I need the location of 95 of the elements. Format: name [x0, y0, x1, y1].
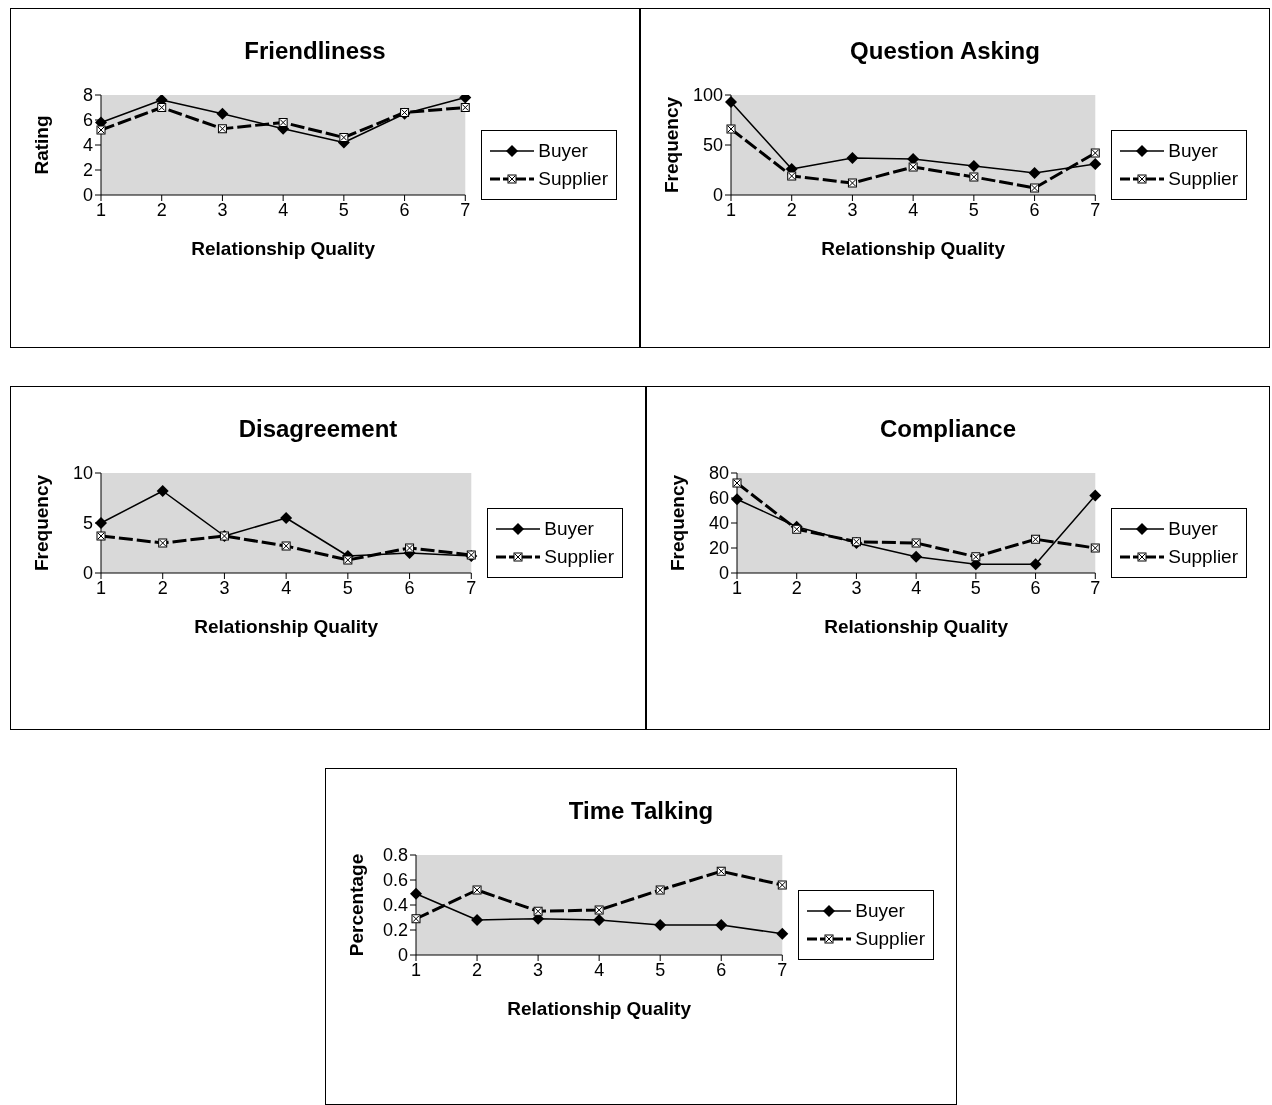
legend-label: Supplier — [538, 168, 608, 190]
y-tick-label: 20 — [708, 538, 729, 559]
point — [1089, 158, 1102, 170]
x-tick-label: 2 — [156, 199, 167, 220]
x-tick-label: 7 — [1090, 199, 1101, 220]
x-tick-label: 1 — [731, 577, 743, 598]
chart-title: Time Talking — [567, 797, 715, 825]
y-tick-label: 0.4 — [382, 895, 408, 916]
x-axis-title: Relationship Quality — [194, 616, 379, 637]
y-tick-label: 0.8 — [382, 845, 408, 866]
x-tick-label: 7 — [460, 199, 471, 220]
x-tick-label: 3 — [217, 199, 228, 220]
chart-title: Compliance — [879, 415, 1017, 443]
x-tick-label: 5 — [655, 959, 666, 980]
x-tick-label: 4 — [278, 199, 289, 220]
y-tick-label: 6 — [82, 110, 93, 131]
chart-title: Disagreement — [237, 415, 399, 443]
x-tick-label: 4 — [908, 199, 919, 220]
y-tick-label: 10 — [72, 463, 93, 484]
legend-label: Supplier — [855, 928, 925, 950]
legend-label: Buyer — [855, 900, 905, 922]
y-tick-label: 0 — [82, 563, 93, 584]
point — [715, 919, 728, 931]
y-tick-label: 0 — [397, 945, 408, 966]
x-axis-title: Relationship Quality — [507, 998, 692, 1019]
x-tick-label: 1 — [725, 199, 737, 220]
y-axis-title: Frequency — [30, 474, 52, 572]
x-tick-label: 4 — [594, 959, 605, 980]
point — [910, 550, 923, 563]
x-axis-title: Relationship Quality — [824, 616, 1009, 637]
point — [156, 485, 169, 497]
x-tick-label: 4 — [281, 577, 292, 598]
x-tick-label: 5 — [968, 199, 979, 220]
y-tick-label: 0 — [82, 185, 93, 206]
x-tick-label: 1 — [95, 577, 107, 598]
x-tick-label: 1 — [95, 199, 107, 220]
y-axis-title: Percentage — [345, 853, 367, 957]
y-tick-label: 5 — [82, 513, 93, 534]
point — [846, 152, 859, 164]
legend-label: Buyer — [1168, 518, 1218, 540]
point — [1089, 489, 1102, 502]
x-tick-label: 2 — [472, 959, 483, 980]
point — [1029, 558, 1042, 571]
legend-label: Buyer — [544, 518, 594, 540]
y-tick-label: 8 — [82, 85, 93, 106]
legend-label: Supplier — [544, 546, 614, 568]
y-tick-label: 2 — [82, 160, 93, 181]
x-tick-label: 3 — [851, 577, 862, 598]
point — [1028, 167, 1041, 179]
point — [471, 914, 484, 926]
x-tick-label: 3 — [847, 199, 858, 220]
x-tick-label: 7 — [777, 959, 788, 980]
point — [216, 107, 229, 120]
x-tick-label: 4 — [911, 577, 922, 598]
x-tick-label: 5 — [338, 199, 349, 220]
chart-title: Question Asking — [849, 37, 1041, 65]
x-tick-label: 3 — [219, 577, 230, 598]
point — [967, 160, 980, 172]
legend-label: Supplier — [1168, 546, 1238, 568]
y-tick-label: 0.2 — [382, 920, 408, 941]
y-tick-label: 60 — [708, 488, 729, 509]
x-tick-label: 6 — [1030, 577, 1041, 598]
x-tick-label: 2 — [157, 577, 168, 598]
chart-title: Friendliness — [243, 37, 387, 65]
y-tick-label: 80 — [708, 463, 729, 484]
x-tick-label: 6 — [1029, 199, 1040, 220]
x-tick-label: 5 — [970, 577, 981, 598]
y-axis-title: Rating — [30, 115, 52, 175]
legend-label: Buyer — [538, 140, 588, 162]
y-tick-label: 0.6 — [382, 870, 408, 891]
y-axis-title: Frequency — [666, 474, 688, 572]
y-tick-label: 100 — [692, 85, 723, 106]
legend-label: Supplier — [1168, 168, 1238, 190]
point — [280, 512, 293, 524]
point — [654, 919, 667, 931]
y-axis-title: Frequency — [660, 96, 682, 194]
x-tick-label: 7 — [1090, 577, 1101, 598]
x-tick-label: 7 — [466, 577, 477, 598]
y-tick-label: 4 — [82, 135, 93, 156]
x-axis-title: Relationship Quality — [821, 238, 1006, 259]
x-axis-title: Relationship Quality — [191, 238, 376, 259]
legend-label: Buyer — [1168, 140, 1218, 162]
x-tick-label: 5 — [342, 577, 353, 598]
x-tick-label: 1 — [410, 959, 422, 980]
y-tick-label: 0 — [718, 563, 729, 584]
x-tick-label: 2 — [786, 199, 797, 220]
point — [410, 887, 422, 900]
y-tick-label: 0 — [712, 185, 723, 206]
point — [593, 914, 606, 926]
x-tick-label: 2 — [791, 577, 802, 598]
point — [731, 493, 743, 506]
y-tick-label: 40 — [708, 513, 729, 534]
x-tick-label: 3 — [533, 959, 544, 980]
y-tick-label: 50 — [702, 135, 723, 156]
point — [776, 927, 789, 940]
